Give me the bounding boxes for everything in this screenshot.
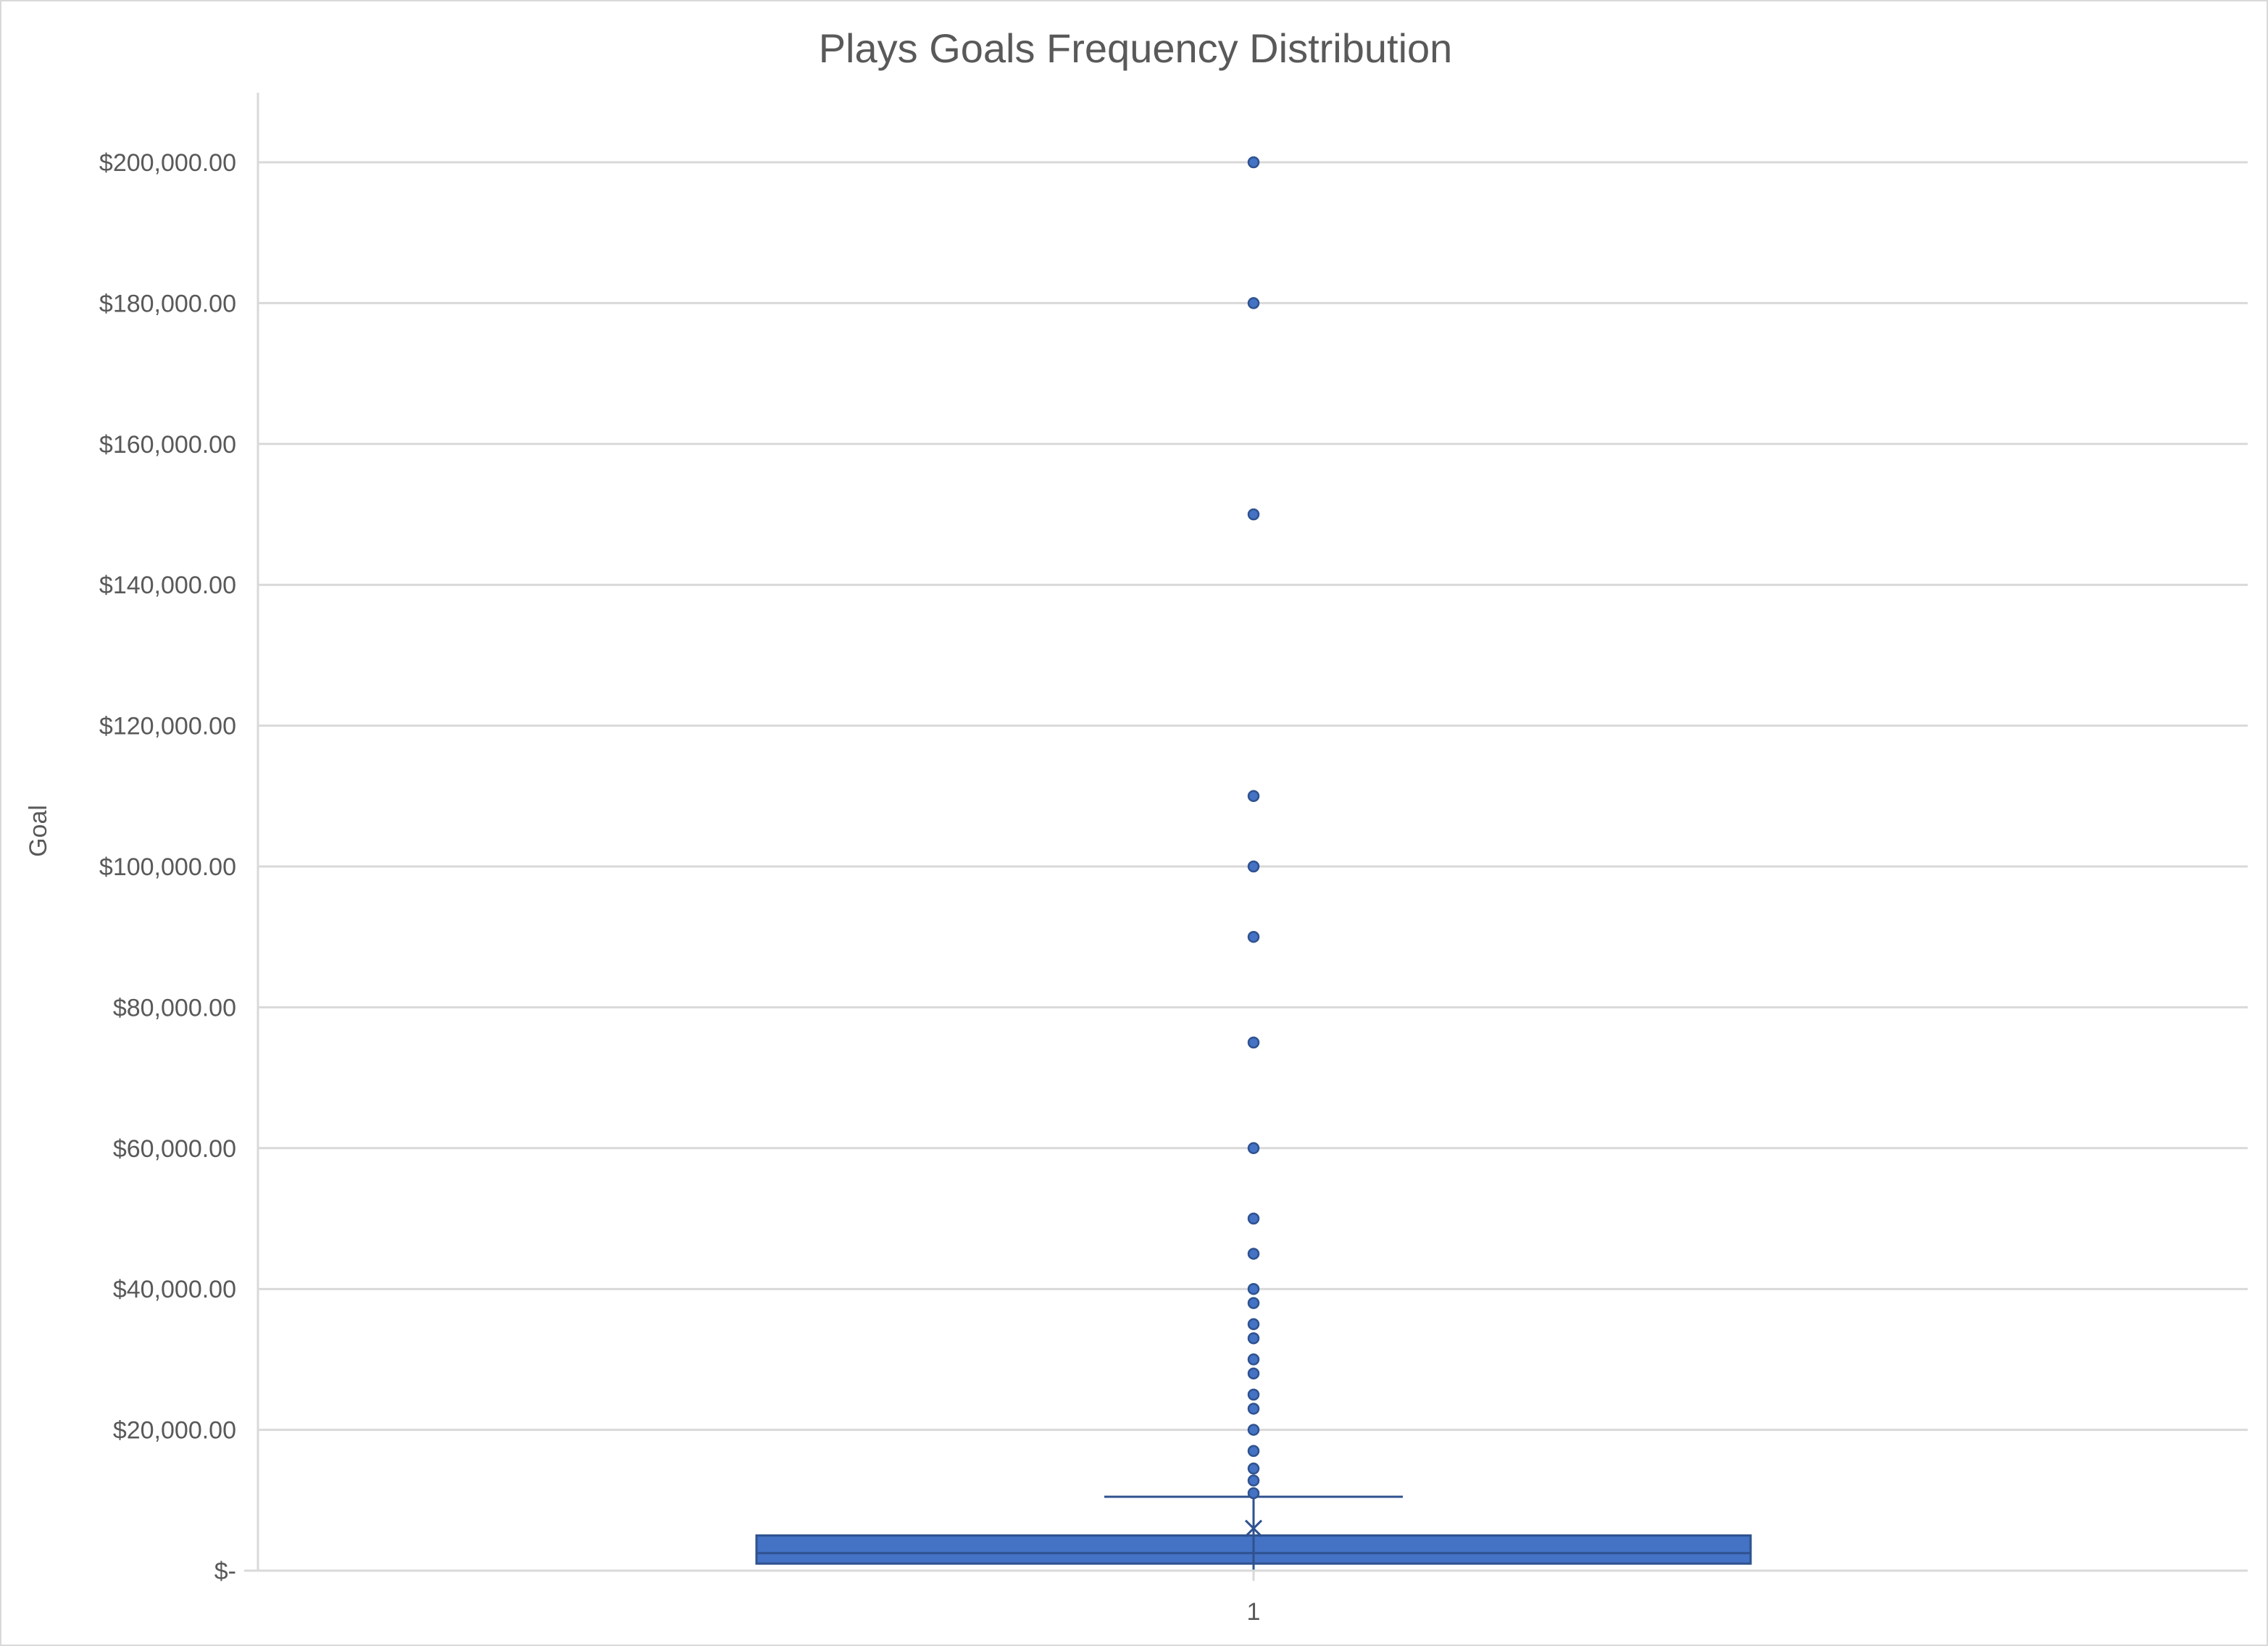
outlier-point xyxy=(1247,1332,1260,1345)
y-tick-label: $80,000.00 xyxy=(113,994,236,1022)
mean-marker xyxy=(1244,1519,1263,1537)
outlier-point xyxy=(1247,860,1260,873)
y-tick-label: $140,000.00 xyxy=(99,572,236,599)
y-tick-label: $160,000.00 xyxy=(99,431,236,459)
y-tick-label: $- xyxy=(214,1558,236,1585)
outlier-point xyxy=(1247,930,1260,943)
chart-title: Plays Goals Frequency Distribution xyxy=(819,25,1453,71)
outlier-point xyxy=(1247,790,1260,803)
x-tick-label: 1 xyxy=(1247,1598,1261,1626)
outlier-point xyxy=(1247,1318,1260,1331)
y-tick-label: $60,000.00 xyxy=(113,1135,236,1163)
outlier-point xyxy=(1247,1388,1260,1401)
y-tick-label: $120,000.00 xyxy=(99,713,236,740)
outlier-point xyxy=(1247,508,1260,521)
outlier-point xyxy=(1247,297,1260,309)
outlier-point xyxy=(1247,1353,1260,1366)
y-tick-label: $200,000.00 xyxy=(99,149,236,177)
y-tick-labels: $- $20,000.00 $40,000.00 $60,000.00 $80,000.… xyxy=(99,149,236,1585)
outlier-point xyxy=(1247,1036,1260,1049)
y-tick-label: $40,000.00 xyxy=(113,1276,236,1303)
outlier-point xyxy=(1247,1248,1260,1260)
outlier-point xyxy=(1247,1142,1260,1155)
outlier-point xyxy=(1247,156,1260,169)
outlier-points xyxy=(1247,156,1260,1500)
box-series xyxy=(755,1495,1752,1572)
outlier-point xyxy=(1247,1367,1260,1380)
outlier-point xyxy=(1247,1212,1260,1225)
y-axis-title: Goal xyxy=(25,805,52,857)
outlier-point xyxy=(1247,1403,1260,1415)
outlier-point xyxy=(1247,1282,1260,1295)
axes xyxy=(244,93,2248,1572)
outlier-point xyxy=(1247,1445,1260,1458)
outlier-point xyxy=(1247,1297,1260,1309)
outlier-point xyxy=(1247,1462,1260,1475)
outlier-point xyxy=(1247,1487,1260,1500)
outlier-point xyxy=(1247,1474,1260,1487)
outlier-point xyxy=(1247,1424,1260,1436)
y-tick-label: $100,000.00 xyxy=(99,853,236,881)
x-tick-labels: 1 xyxy=(1247,1571,1261,1626)
y-tick-label: $180,000.00 xyxy=(99,290,236,317)
y-tick-label: $20,000.00 xyxy=(113,1417,236,1445)
